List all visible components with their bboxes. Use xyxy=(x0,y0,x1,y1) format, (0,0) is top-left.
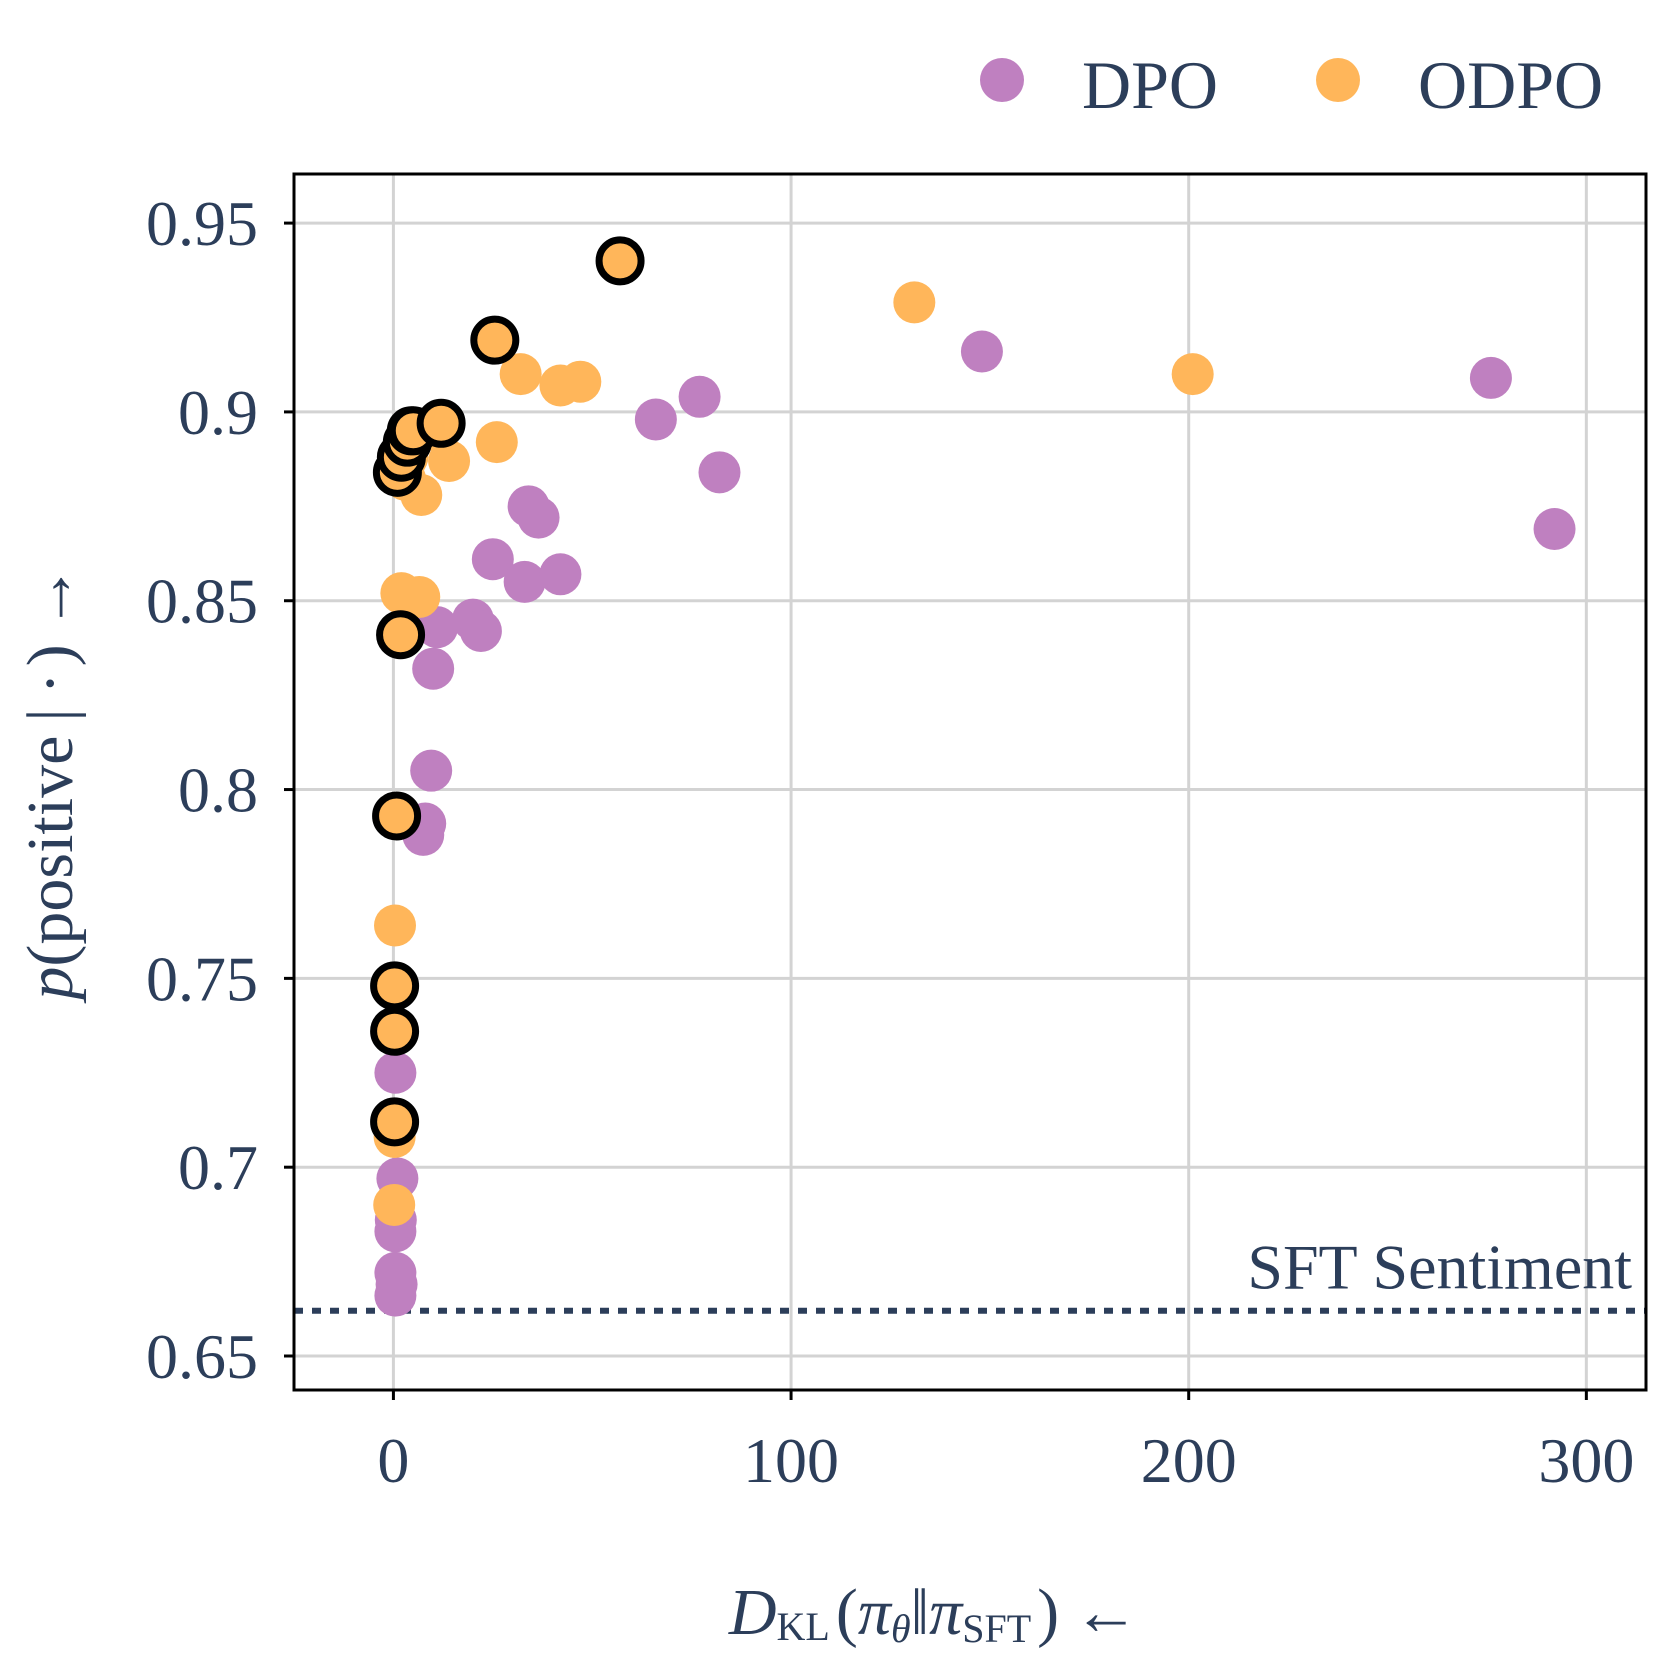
y-axis-label: p(positive|·)→ xyxy=(14,564,87,1003)
dpo-point xyxy=(416,606,459,649)
x-tick-label: 300 xyxy=(1538,1425,1634,1496)
x-tick-label: 100 xyxy=(743,1425,839,1496)
odpo-highlighted-point xyxy=(595,236,645,286)
x-axis-label: DKL(πθ‖πSFT) ← xyxy=(728,1576,1139,1651)
dpo-point xyxy=(412,647,455,690)
dpo-point xyxy=(678,375,721,418)
dpo-point xyxy=(410,749,453,792)
svg-text:DKL(πθ‖πSFT)←: DKL(πθ‖πSFT) ← xyxy=(728,1576,1139,1651)
legend: DPO ODPO xyxy=(980,47,1603,123)
odpo-highlighted-point xyxy=(370,961,420,1011)
sft-sentiment-label: SFT Sentiment xyxy=(1247,1232,1632,1303)
data-points xyxy=(370,236,1576,1317)
y-tick-label: 0.8 xyxy=(178,755,258,826)
x-tick-label: 200 xyxy=(1141,1425,1237,1496)
odpo-highlighted-point xyxy=(372,791,422,841)
dpo-point xyxy=(517,496,560,539)
dpo-point xyxy=(960,330,1003,373)
dpo-point xyxy=(1533,507,1576,550)
y-tick-label: 0.85 xyxy=(146,566,258,637)
sft-reference: SFT Sentiment xyxy=(294,1232,1646,1314)
dpo-point xyxy=(459,609,502,652)
odpo-point xyxy=(1171,353,1214,396)
odpo-highlighted-point xyxy=(416,398,466,448)
legend-dpo-label: DPO xyxy=(1082,47,1218,123)
y-tick-label: 0.7 xyxy=(178,1132,258,1203)
odpo-point xyxy=(374,904,417,947)
legend-odpo-marker xyxy=(1316,58,1360,102)
odpo-point xyxy=(475,421,518,464)
legend-odpo-label: ODPO xyxy=(1418,47,1603,123)
x-tick-label: 0 xyxy=(377,1425,409,1496)
tick-labels: 0 100 200 300 0.65 0.7 0.75 0.8 0.85 0.9 0.95 xyxy=(146,188,1634,1496)
dpo-point xyxy=(503,560,546,603)
odpo-point xyxy=(398,575,441,618)
y-tick-label: 0.65 xyxy=(146,1321,258,1392)
odpo-point xyxy=(893,281,936,324)
odpo-point xyxy=(559,360,602,403)
y-tick-label: 0.95 xyxy=(146,188,258,259)
odpo-highlighted-point xyxy=(370,1006,420,1056)
odpo-highlighted-point xyxy=(470,315,520,365)
dpo-point xyxy=(539,553,582,596)
odpo-point xyxy=(428,440,471,483)
odpo-highlighted-point xyxy=(376,610,426,660)
dpo-point xyxy=(374,1251,417,1294)
odpo-point xyxy=(373,1183,416,1226)
dpo-point xyxy=(471,538,514,581)
odpo-highlighted-point xyxy=(370,1097,420,1147)
dpo-point xyxy=(634,398,677,441)
plot-frame xyxy=(292,172,1648,1392)
dpo-point xyxy=(1469,356,1512,399)
dpo-point xyxy=(698,451,741,494)
dpo-point xyxy=(374,1051,417,1094)
y-tick-label: 0.75 xyxy=(146,943,258,1014)
y-tick-label: 0.9 xyxy=(178,377,258,448)
odpo-point xyxy=(499,353,542,396)
legend-dpo-marker xyxy=(980,58,1024,102)
svg-text:p(positive|·)→: p(positive|·)→ xyxy=(14,564,87,1003)
